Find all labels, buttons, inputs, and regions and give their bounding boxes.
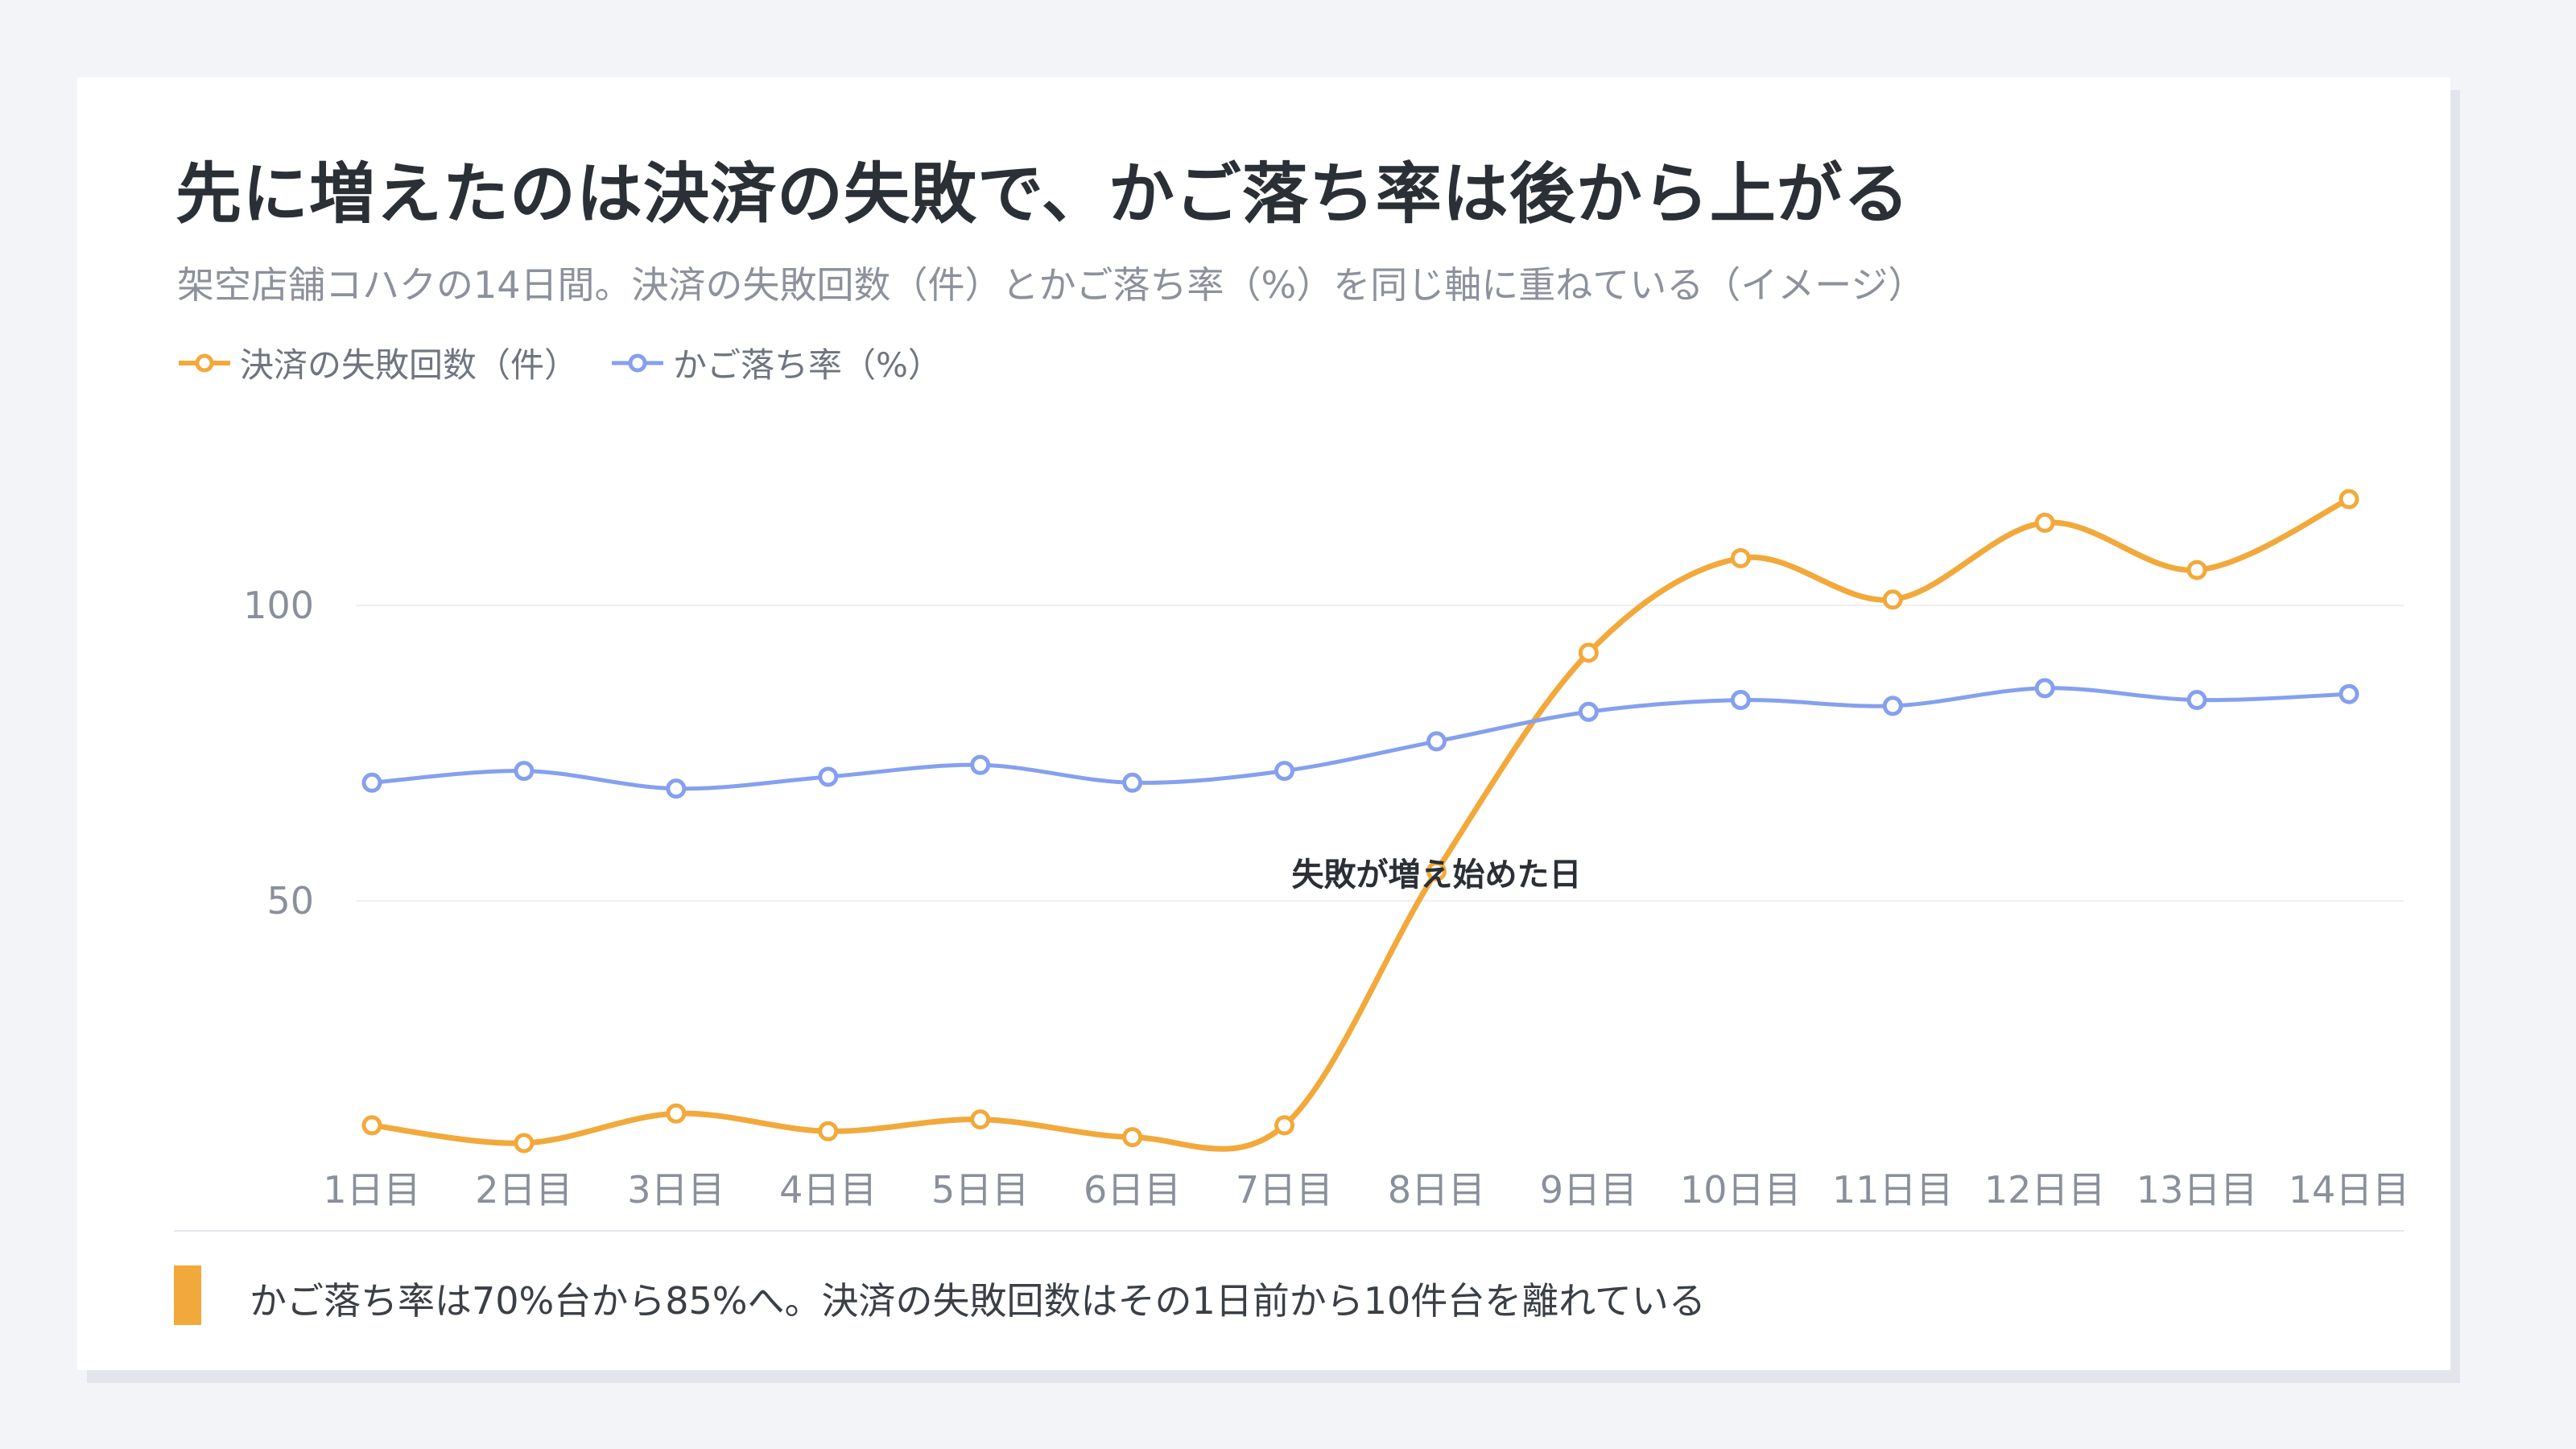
data-point-abandon: [818, 766, 839, 787]
legend-label-failures: 決済の失敗回数（件）: [240, 345, 579, 385]
x-tick-label: 5日目: [931, 1168, 1029, 1212]
data-point-abandon: [1578, 701, 1599, 722]
legend-line-failures-icon: [179, 353, 230, 372]
data-point-abandon: [2339, 683, 2359, 704]
chart-card: 先に増えたのは決済の失敗で、かご落ち率は後から上がる 架空店舗コハクの14日間。…: [77, 77, 2450, 1370]
y-tick-label: 50: [266, 879, 314, 923]
x-tick-label: 4日目: [779, 1168, 877, 1212]
data-point-abandon: [514, 761, 535, 782]
data-point-failures: [2186, 559, 2207, 580]
data-point-abandon: [1274, 761, 1295, 782]
data-point-abandon: [2186, 690, 2207, 711]
data-point-abandon: [1426, 731, 1447, 752]
x-tick-label: 1日目: [323, 1168, 420, 1212]
data-point-abandon: [1122, 772, 1143, 793]
data-point-failures: [818, 1121, 839, 1141]
data-point-abandon: [1730, 690, 1751, 711]
x-tick-label: 9日目: [1540, 1168, 1637, 1212]
data-point-failures: [666, 1103, 687, 1124]
data-point-failures: [2034, 512, 2055, 533]
footnote: かご落ち率は70%台から85%へ。決済の失敗回数はその1日前から10件台を離れて…: [250, 1279, 1706, 1323]
data-point-failures: [1730, 547, 1751, 568]
series-line-failures: [369, 496, 2352, 1152]
divider: [174, 1230, 2404, 1232]
legend-item-failures: 決済の失敗回数（件）: [177, 338, 578, 387]
x-tick-label: 13日目: [2136, 1168, 2258, 1212]
x-tick-label: 11日目: [1832, 1168, 1954, 1212]
data-point-abandon: [2034, 678, 2055, 699]
x-tick-label: 3日目: [627, 1168, 724, 1212]
chart-subtitle: 架空店舗コハクの14日間。決済の失敗回数（件）とかご落ち率（%）を同じ軸に重ねて…: [177, 263, 1926, 307]
data-point-abandon: [361, 772, 382, 793]
chart-title: 先に増えたのは決済の失敗で、かご落ち率は後から上がる: [175, 156, 1910, 233]
data-point-abandon: [970, 754, 991, 775]
legend: 決済の失敗回数（件） かご落ち率（%）: [177, 338, 974, 387]
series-line-abandon: [369, 686, 2351, 791]
x-tick-label: 6日目: [1084, 1168, 1181, 1212]
x-tick-label: 8日目: [1388, 1168, 1485, 1212]
data-point-failures: [361, 1115, 382, 1136]
data-point-failures: [2339, 489, 2359, 510]
y-tick-label: 100: [243, 584, 314, 627]
data-point-failures: [1578, 642, 1599, 663]
data-point-abandon: [1882, 696, 1903, 716]
x-tick-label: 14日目: [2289, 1168, 2410, 1212]
data-point-failures: [1426, 861, 1447, 881]
legend-label-abandon: かご落ち率（%）: [673, 345, 942, 385]
x-tick-label: 12日目: [1984, 1168, 2106, 1212]
x-tick-label: 7日目: [1236, 1168, 1333, 1212]
data-point-failures: [514, 1133, 535, 1154]
data-point-failures: [970, 1109, 991, 1130]
legend-item-abandon: かご落ち率（%）: [610, 338, 942, 387]
data-point-failures: [1122, 1127, 1143, 1148]
x-tick-label: 10日目: [1680, 1168, 1802, 1212]
note-accent-bar: [174, 1265, 201, 1325]
line-chart: 50 100 1日目 2日目 3日目 4日目 5日目 6日目 7日目 8日目 9日目 10日目 11日目…: [243, 489, 2410, 1212]
annotation-label: 失敗が増え始めた日: [1291, 857, 1581, 894]
data-point-failures: [1274, 1115, 1295, 1136]
x-tick-label: 2日目: [475, 1168, 572, 1212]
data-point-abandon: [666, 778, 687, 799]
data-point-failures: [1882, 589, 1903, 610]
legend-line-abandon-icon: [612, 353, 664, 372]
